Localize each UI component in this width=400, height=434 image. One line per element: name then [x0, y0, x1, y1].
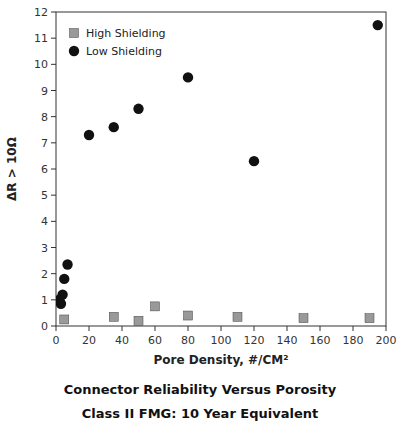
- point: [299, 314, 308, 323]
- tick-label: 2: [41, 268, 48, 281]
- tick-mark: [51, 169, 56, 170]
- legend: High Shielding Low Shielding: [62, 18, 180, 66]
- chart: 0204060801001201401601802000123456789101…: [0, 0, 400, 434]
- tick-mark: [386, 326, 387, 331]
- tick-mark: [287, 326, 288, 331]
- point: [59, 274, 69, 284]
- point: [109, 312, 118, 321]
- tick-mark: [353, 326, 354, 331]
- tick-label: 160: [310, 334, 331, 347]
- point: [151, 302, 160, 311]
- plot-frame: [56, 12, 386, 326]
- point: [365, 314, 374, 323]
- tick-label: 200: [376, 334, 397, 347]
- point: [84, 130, 94, 140]
- tick-label: 12: [34, 6, 48, 19]
- tick-label: 10: [34, 58, 48, 71]
- plot-area: [56, 12, 386, 326]
- tick-mark: [51, 90, 56, 91]
- x-axis-label: Pore Density, #/CM²: [154, 353, 289, 367]
- legend-box: [62, 18, 180, 66]
- tick-label: 0: [41, 320, 48, 333]
- legend-swatch: [69, 46, 79, 56]
- tick-label: 6: [41, 163, 48, 176]
- tick-label: 0: [53, 334, 60, 347]
- point: [184, 311, 193, 320]
- point: [183, 72, 193, 82]
- point: [56, 299, 66, 309]
- tick-label: 5: [41, 189, 48, 202]
- tick-label: 9: [41, 85, 48, 98]
- tick-label: 4: [41, 215, 48, 228]
- tick-mark: [221, 326, 222, 331]
- tick-mark: [51, 221, 56, 222]
- tick-mark: [320, 326, 321, 331]
- y-axis: 0123456789101112: [34, 6, 56, 333]
- tick-label: 40: [115, 334, 129, 347]
- point: [233, 312, 242, 321]
- tick-mark: [51, 116, 56, 117]
- tick-label: 11: [34, 32, 48, 45]
- tick-mark: [155, 326, 156, 331]
- tick-mark: [56, 326, 57, 331]
- tick-label: 20: [82, 334, 96, 347]
- legend-swatch: [70, 29, 79, 38]
- tick-label: 140: [277, 334, 298, 347]
- tick-mark: [51, 299, 56, 300]
- tick-mark: [51, 64, 56, 65]
- legend-label: Low Shielding: [86, 45, 162, 58]
- point: [109, 122, 119, 132]
- series: [60, 302, 374, 325]
- tick-label: 80: [181, 334, 195, 347]
- point: [133, 104, 143, 114]
- point: [60, 315, 69, 324]
- tick-mark: [51, 273, 56, 274]
- title: Connector Reliability Versus Porosity: [64, 382, 337, 397]
- tick-label: 60: [148, 334, 162, 347]
- tick-label: 100: [211, 334, 232, 347]
- subtitle: Class II FMG: 10 Year Equivalent: [82, 406, 318, 421]
- tick-mark: [254, 326, 255, 331]
- tick-mark: [51, 12, 56, 13]
- point: [62, 259, 72, 269]
- legend-label: High Shielding: [86, 27, 166, 40]
- point: [373, 20, 383, 30]
- x-axis: 0 20 40 60 80 100 120 140 160 180 200: [53, 326, 397, 347]
- point: [57, 289, 67, 299]
- tick-mark: [122, 326, 123, 331]
- tick-mark: [51, 142, 56, 143]
- point: [134, 316, 143, 325]
- tick-label: 7: [41, 137, 48, 150]
- tick-label: 180: [343, 334, 364, 347]
- point: [249, 156, 259, 166]
- y-axis-label: ΔR > 10Ω: [5, 137, 19, 201]
- tick-mark: [51, 247, 56, 248]
- tick-mark: [89, 326, 90, 331]
- tick-mark: [51, 38, 56, 39]
- tick-label: 8: [41, 111, 48, 124]
- tick-mark: [51, 195, 56, 196]
- tick-label: 120: [244, 334, 265, 347]
- tick-mark: [51, 326, 56, 327]
- tick-label: 1: [41, 294, 48, 307]
- tick-label: 3: [41, 242, 48, 255]
- tick-mark: [188, 326, 189, 331]
